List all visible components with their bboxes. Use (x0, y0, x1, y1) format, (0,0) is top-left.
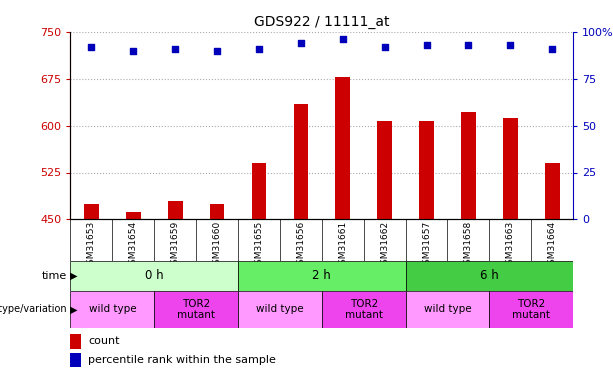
Bar (238, 291, 322, 328)
Bar (503, 118, 517, 219)
Text: 6 h: 6 h (480, 269, 499, 282)
Bar (378, 121, 392, 219)
Text: count: count (88, 336, 120, 346)
Point (547, 46, 557, 52)
Bar (406, 261, 573, 291)
Text: ▶: ▶ (70, 304, 77, 314)
Point (129, 48, 139, 54)
Text: ▶: ▶ (70, 271, 77, 280)
Text: 2 h: 2 h (313, 269, 331, 282)
Text: wild type: wild type (88, 304, 136, 314)
Bar (545, 163, 560, 219)
Text: wild type: wild type (424, 304, 471, 314)
Text: TOR2
mutant: TOR2 mutant (345, 298, 383, 320)
Bar (70, 261, 238, 291)
Bar (84, 204, 99, 219)
Bar (489, 291, 573, 328)
Bar (70, 352, 81, 367)
Text: TOR2
mutant: TOR2 mutant (177, 298, 215, 320)
Bar (168, 201, 183, 219)
Point (338, 36, 348, 42)
Text: wild type: wild type (256, 304, 304, 314)
Text: 0 h: 0 h (145, 269, 164, 282)
Bar (126, 212, 140, 219)
Bar (210, 204, 224, 219)
Text: percentile rank within the sample: percentile rank within the sample (88, 355, 276, 365)
Bar (461, 112, 476, 219)
Bar (70, 334, 81, 349)
Point (463, 42, 473, 48)
Bar (70, 291, 154, 328)
Point (379, 44, 390, 50)
Title: GDS922 / 11111_at: GDS922 / 11111_at (254, 15, 390, 30)
Point (254, 46, 264, 52)
Bar (294, 104, 308, 219)
Point (422, 42, 432, 48)
Bar (238, 261, 406, 291)
Text: genotype/variation: genotype/variation (0, 304, 67, 314)
Bar (419, 121, 434, 219)
Point (296, 40, 306, 46)
Text: time: time (42, 271, 67, 280)
Point (86, 44, 96, 50)
Bar (406, 291, 489, 328)
Point (505, 42, 515, 48)
Bar (335, 77, 350, 219)
Bar (252, 163, 266, 219)
Bar (322, 291, 406, 328)
Point (212, 48, 222, 54)
Bar (154, 291, 238, 328)
Text: TOR2
mutant: TOR2 mutant (512, 298, 550, 320)
Point (170, 46, 180, 52)
